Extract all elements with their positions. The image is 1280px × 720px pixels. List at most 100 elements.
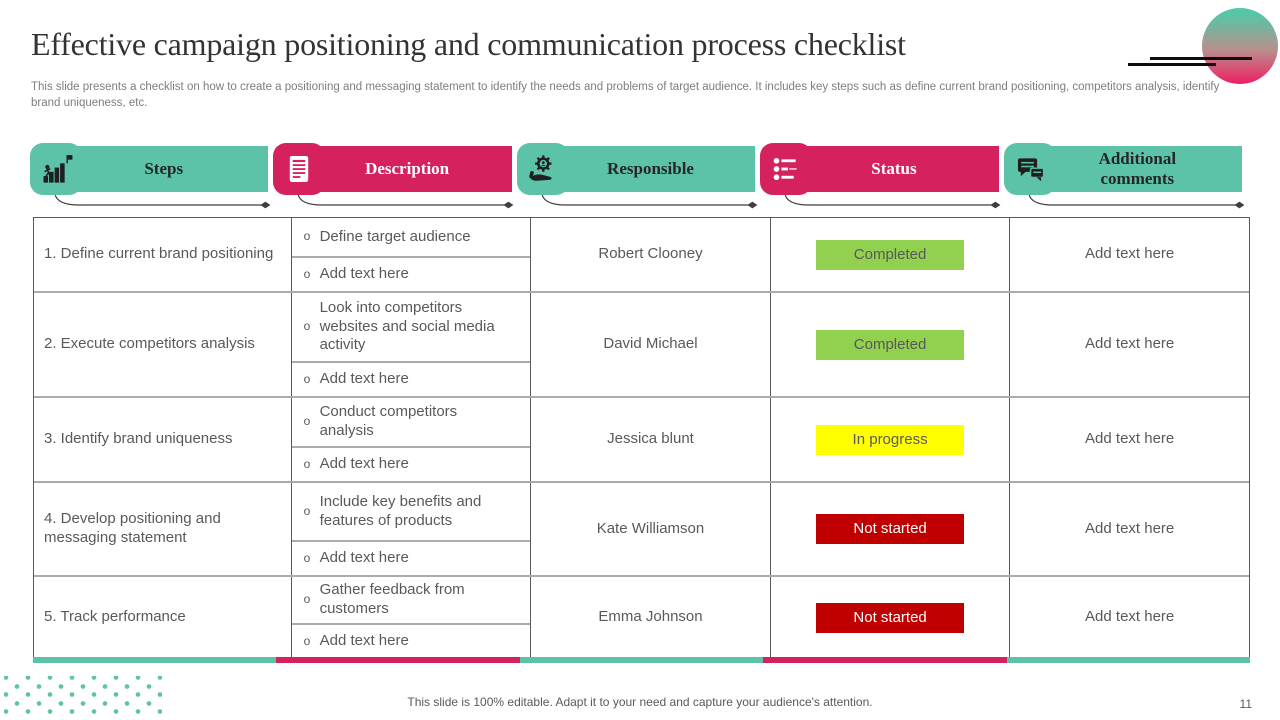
column-header-bar: Description xyxy=(302,146,512,192)
comment-text: Add text here xyxy=(1085,519,1175,537)
column-header-bar: Steps xyxy=(59,146,269,192)
responsible-cell: Jessica blunt xyxy=(531,398,771,481)
table-row: 2. Execute competitors analysis o Look i… xyxy=(34,291,1249,396)
slide-subtitle: This slide presents a checklist on how t… xyxy=(31,81,1220,110)
description-text: Add text here xyxy=(319,265,409,283)
description-text: Look into competitors websites and socia… xyxy=(319,298,495,354)
description-item: o Add text here xyxy=(291,256,531,291)
column-underline-bar xyxy=(763,657,1007,663)
dots-pattern-decoration xyxy=(4,676,162,718)
table-header-row: Steps Description xyxy=(30,143,1250,215)
description-text: Gather feedback from customers xyxy=(319,581,465,617)
description-cell: o Look into competitors websites and soc… xyxy=(291,293,532,396)
responsible-cell: David Michael xyxy=(531,293,771,396)
status-badge[interactable]: Not started xyxy=(816,602,965,633)
checklist-icon xyxy=(773,157,797,181)
table-column-header: Status xyxy=(760,143,1006,215)
description-item: o Include key benefits and features of p… xyxy=(292,483,531,540)
description-text: Add text here xyxy=(319,632,409,650)
description-cell: o Include key benefits and features of p… xyxy=(291,483,532,575)
description-text: Conduct competitors analysis xyxy=(319,403,458,439)
column-header-icon-badge xyxy=(760,143,813,195)
description-text: Include key benefits and features of pro… xyxy=(319,492,482,529)
title-rule-line-1 xyxy=(1150,57,1252,60)
description-item: o Add text here xyxy=(291,540,531,575)
connector-arrow xyxy=(297,193,514,209)
step-label: 1. Define current brand positioning xyxy=(44,245,274,263)
bullet-marker: o xyxy=(303,592,311,606)
comments-cell[interactable]: Add text here xyxy=(1010,483,1249,575)
bullet-marker: o xyxy=(303,229,311,243)
comments-icon xyxy=(1017,158,1044,182)
step-label: 4. Develop positioning and messaging sta… xyxy=(44,510,221,546)
comment-text: Add text here xyxy=(1085,335,1175,353)
column-header-icon-badge xyxy=(516,143,569,195)
connector-arrow xyxy=(784,193,1001,209)
bullet-marker: o xyxy=(303,319,311,333)
table-row: 5. Track performance o Gather feedback f… xyxy=(34,575,1249,658)
step-cell: 2. Execute competitors analysis xyxy=(34,293,292,396)
status-cell: Completed xyxy=(771,218,1011,291)
comments-cell[interactable]: Add text here xyxy=(1010,398,1249,481)
table-column-header: Steps xyxy=(30,143,276,215)
description-item: o Define target audience xyxy=(292,218,531,256)
description-text: Add text here xyxy=(319,370,409,388)
table-row: 4. Develop positioning and messaging sta… xyxy=(34,481,1249,575)
responsible-name: Emma Johnson xyxy=(598,608,703,626)
responsible-cell: Emma Johnson xyxy=(531,577,771,658)
description-cell: o Conduct competitors analysis o Add tex… xyxy=(291,398,532,481)
status-badge[interactable]: Completed xyxy=(816,239,965,270)
step-label: 3. Identify brand uniqueness xyxy=(44,430,233,448)
column-header-label: Status xyxy=(871,159,917,179)
step-cell: 1. Define current brand positioning xyxy=(34,218,292,291)
connector-arrow xyxy=(54,193,271,209)
bullet-marker: o xyxy=(303,633,311,648)
responsible-name: Robert Clooney xyxy=(598,245,703,263)
status-badge[interactable]: In progress xyxy=(816,424,965,455)
step-cell: 5. Track performance xyxy=(34,577,292,658)
description-item: o Look into competitors websites and soc… xyxy=(292,293,531,361)
description-text: Define target audience xyxy=(319,227,471,245)
table-row: 1. Define current brand positioning o De… xyxy=(34,218,1249,291)
footer-note: This slide is 100% editable. Adapt it to… xyxy=(407,695,873,709)
comment-text: Add text here xyxy=(1085,608,1175,626)
column-underline-bar xyxy=(519,657,764,663)
status-cell: Not started xyxy=(771,483,1011,575)
responsible-name: Jessica blunt xyxy=(607,430,694,448)
comments-cell[interactable]: Add text here xyxy=(1010,577,1249,658)
step-cell: 3. Identify brand uniqueness xyxy=(34,398,292,481)
gradient-circle-decoration xyxy=(1202,8,1278,84)
description-cell: o Define target audience o Add text here xyxy=(291,218,532,291)
bullet-marker: o xyxy=(303,503,311,518)
column-header-label: Steps xyxy=(144,159,184,179)
table-row: 3. Identify brand uniqueness o Conduct c… xyxy=(34,396,1249,481)
column-header-label: Description xyxy=(365,159,450,179)
description-text: Add text here xyxy=(319,549,409,567)
step-cell: 4. Develop positioning and messaging sta… xyxy=(34,483,292,575)
description-item: o Conduct competitors analysis xyxy=(292,398,531,446)
comments-cell[interactable]: Add text here xyxy=(1010,293,1249,396)
connector-arrow xyxy=(541,193,758,209)
checklist-table-body: 1. Define current brand positioning o De… xyxy=(33,217,1250,659)
status-cell: In progress xyxy=(771,398,1011,481)
table-column-header: Responsible xyxy=(516,143,763,215)
comment-text: Add text here xyxy=(1085,430,1175,448)
status-cell: Completed xyxy=(771,293,1011,396)
bullet-marker: o xyxy=(303,266,311,281)
table-column-header: Additional comments xyxy=(1003,143,1250,215)
step-label: 5. Track performance xyxy=(44,608,186,626)
comments-cell[interactable]: Add text here xyxy=(1010,218,1249,291)
column-header-bar: Responsible xyxy=(545,146,756,192)
column-header-icon-badge xyxy=(273,143,326,195)
description-text: Add text here xyxy=(319,455,409,473)
status-cell: Not started xyxy=(771,577,1011,658)
bullet-marker: o xyxy=(303,371,311,386)
description-item: o Add text here xyxy=(291,623,531,658)
responsible-cell: Kate Williamson xyxy=(531,483,771,575)
document-icon xyxy=(290,155,309,183)
status-badge[interactable]: Completed xyxy=(816,329,965,360)
status-badge[interactable]: Not started xyxy=(816,514,965,544)
column-header-label: Responsible xyxy=(607,159,694,179)
description-item: o Gather feedback from customers xyxy=(292,577,531,623)
